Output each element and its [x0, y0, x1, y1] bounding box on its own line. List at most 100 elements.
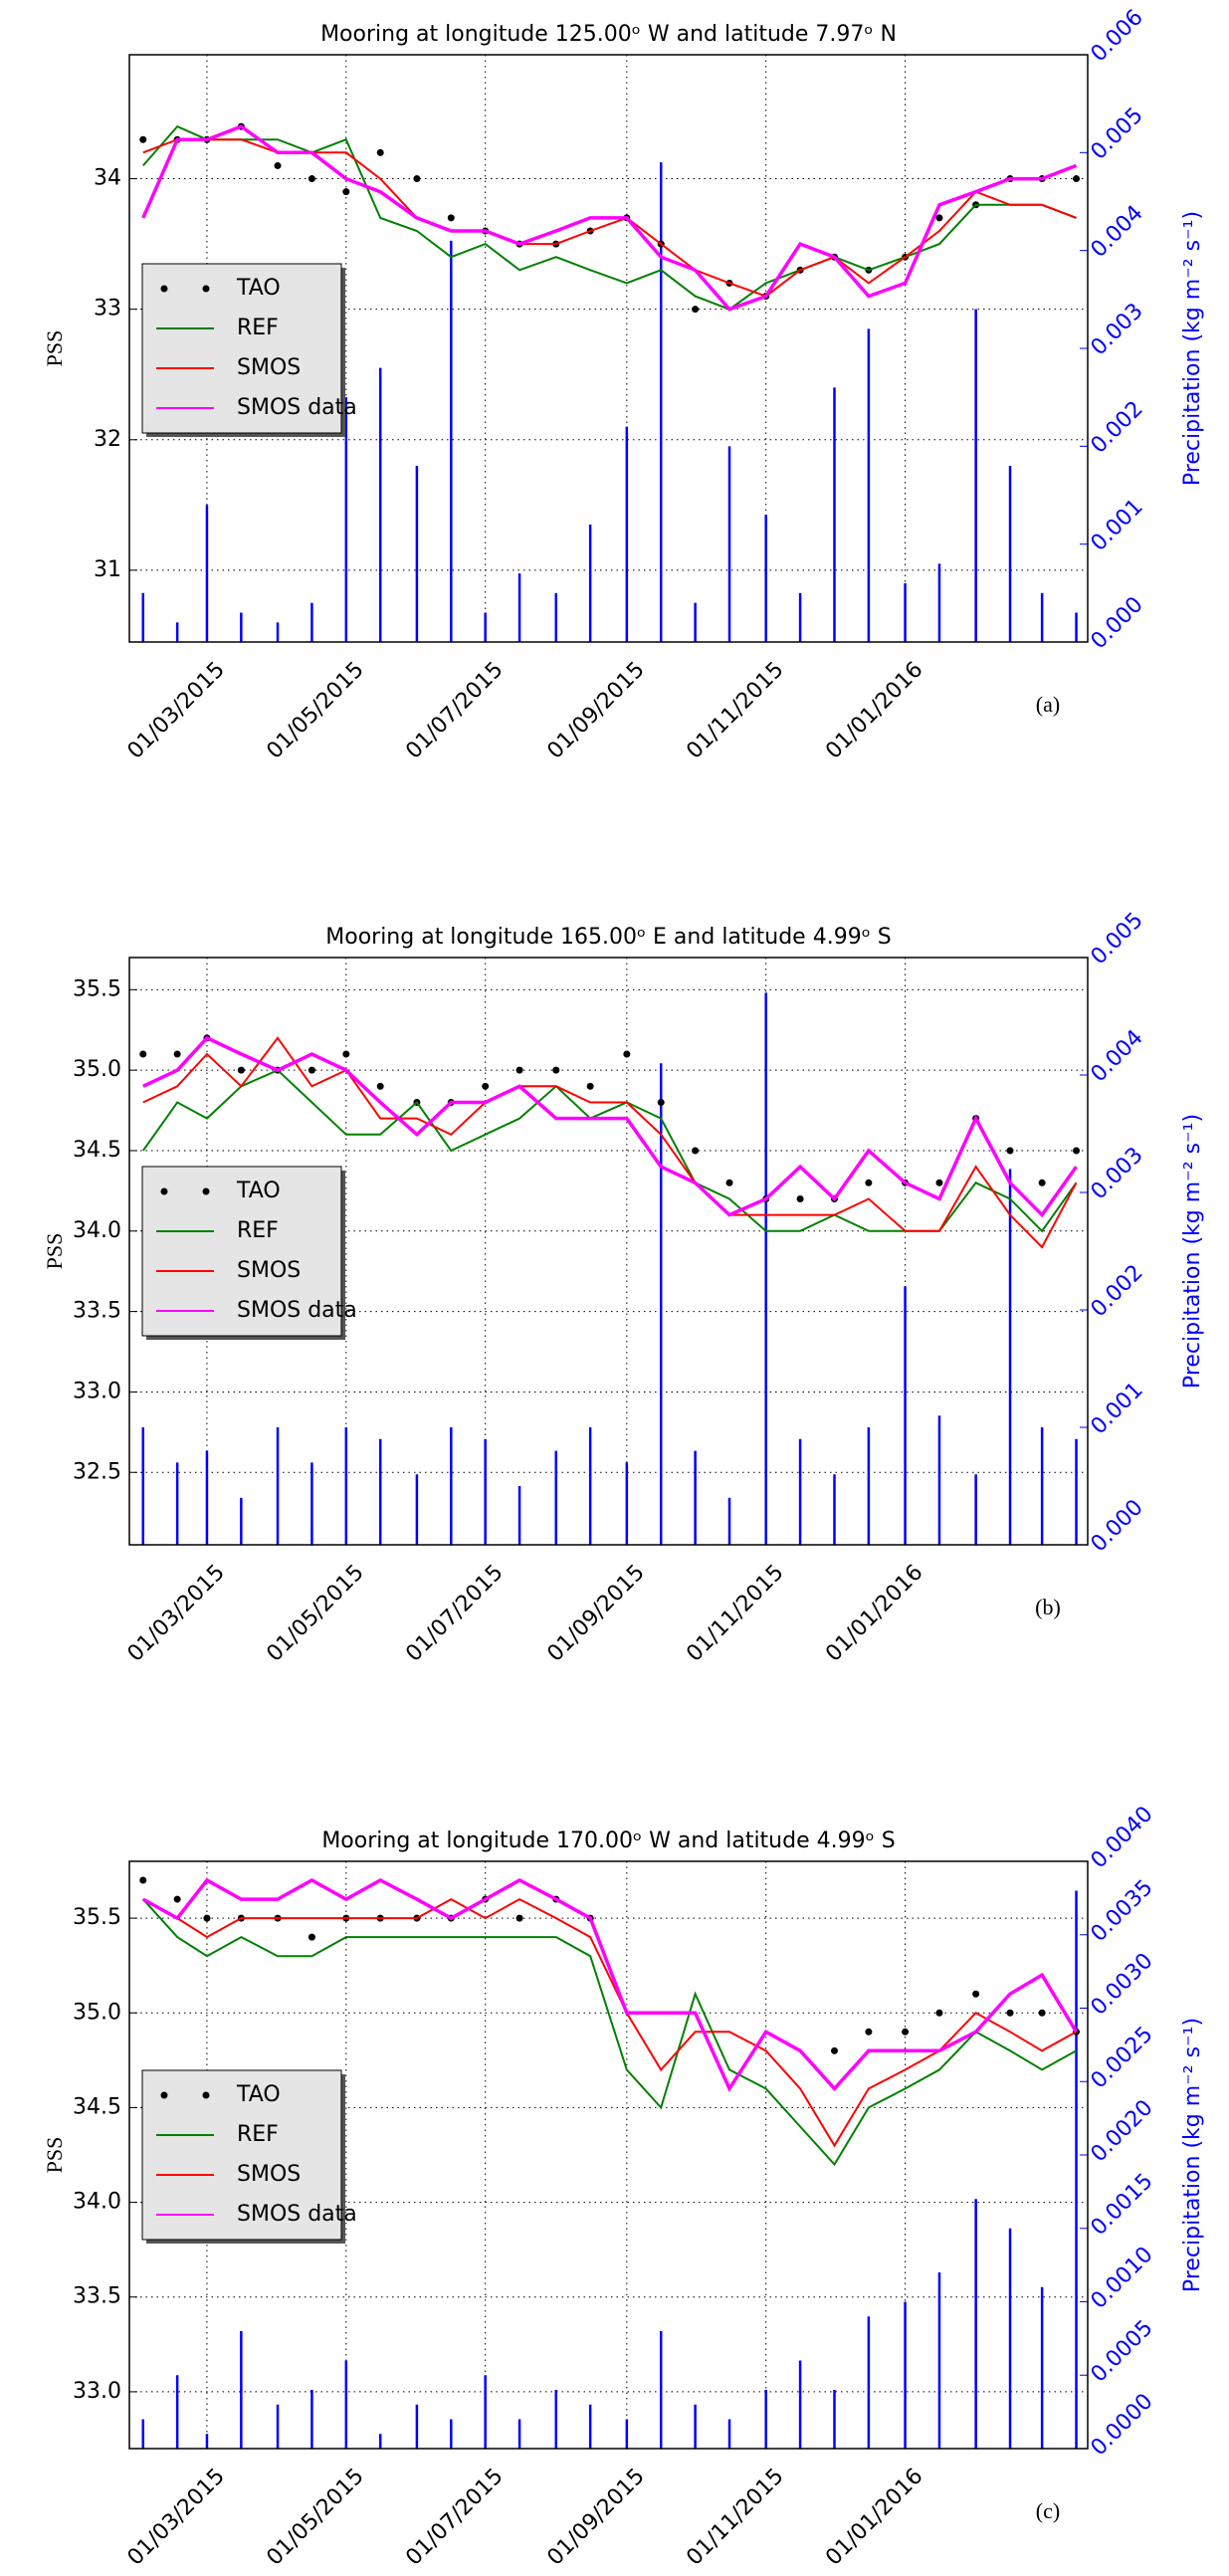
tao-point [830, 2046, 838, 2054]
chart-title: Mooring at longitude 165.00ᵒ E and latit… [325, 925, 892, 950]
panel-label: (c) [1036, 2498, 1060, 2523]
y-tick-label: 32 [94, 427, 121, 452]
legend-label: SMOS [237, 1258, 301, 1283]
y2-tick-label: 0.003 [1087, 299, 1148, 360]
x-tick-label: 01/09/2015 [542, 657, 649, 763]
y-tick-label: 33.5 [73, 1299, 121, 1324]
x-tick-label: 01/01/2016 [821, 657, 927, 763]
series-line [142, 1898, 1077, 2167]
tao-point [586, 1082, 594, 1090]
tao-point [692, 306, 700, 314]
legend-marker [202, 2091, 210, 2099]
legend-marker [202, 1187, 210, 1195]
y2-tick-label: 0.0015 [1087, 2169, 1158, 2241]
x-tick-label: 01/05/2015 [262, 657, 368, 763]
y-tick-label: 34.5 [73, 2094, 121, 2119]
tao-point [376, 148, 384, 156]
tao-point [173, 1895, 181, 1903]
x-tick-label: 01/07/2015 [401, 1560, 508, 1666]
series-line [141, 124, 1078, 312]
plot-area [139, 992, 1081, 1545]
legend-marker [160, 1187, 168, 1195]
tao-point [1073, 175, 1081, 183]
tao-point [865, 2028, 873, 2036]
series-line [142, 1035, 1078, 1218]
tao-point [1038, 1179, 1046, 1186]
legend-label: TAO [236, 2082, 281, 2107]
tao-point [1038, 2009, 1046, 2017]
y-tick-label: 33.5 [73, 2284, 121, 2309]
legend-box [141, 1166, 342, 1337]
y-tick-label: 32.5 [73, 1459, 121, 1484]
legend-label: SMOS data [237, 1298, 357, 1323]
y2-tick-label: 0.0035 [1087, 1875, 1158, 1947]
legend-marker [160, 285, 168, 293]
legend-label: TAO [236, 1179, 281, 1203]
y-tick-label: 34.0 [73, 1218, 121, 1243]
x-tick-label: 01/09/2015 [542, 1560, 649, 1666]
y2-tick-label: 0.000 [1087, 592, 1148, 654]
tao-point [482, 1082, 490, 1090]
tao-point [972, 1990, 980, 1998]
plot-area [139, 122, 1081, 642]
y-tick-label: 31 [94, 557, 121, 582]
y-tick-label: 33 [94, 297, 121, 322]
tao-point [139, 1050, 147, 1058]
plot-frame [128, 957, 1089, 1546]
plot-frame [128, 1860, 1089, 2450]
legend-label: SMOS data [237, 2202, 357, 2227]
y2-tick-label: 0.005 [1087, 103, 1148, 164]
y2-axis-label: Precipitation (kg m⁻² s⁻¹) [1180, 2018, 1205, 2292]
y-tick-label: 34.0 [73, 2190, 121, 2215]
tao-point [935, 214, 943, 222]
tao-point [515, 1066, 523, 1074]
x-tick-label: 01/01/2016 [821, 1560, 927, 1666]
legend-label: REF [237, 316, 279, 340]
x-tick-label: 01/03/2015 [123, 657, 230, 763]
y2-tick-label: 0.004 [1087, 1025, 1148, 1087]
y2-axis-label: Precipitation (kg m⁻² s⁻¹) [1180, 1114, 1205, 1389]
x-tick-label: 01/09/2015 [542, 2464, 649, 2570]
x-tick-label: 01/03/2015 [123, 1560, 230, 1666]
y-tick-label: 35.0 [73, 1057, 121, 1082]
y2-tick-label: 0.0005 [1087, 2315, 1158, 2387]
y2-tick-label: 0.0000 [1087, 2389, 1158, 2461]
y-tick-label: 33.0 [73, 2379, 121, 2404]
legend-label: REF [237, 2122, 279, 2147]
y2-tick-label: 0.0020 [1087, 2095, 1158, 2167]
legend-marker [160, 2091, 168, 2099]
tao-point [307, 1066, 315, 1074]
y-tick-label: 34 [94, 166, 121, 191]
chart-title: Mooring at longitude 170.00ᵒ W and latit… [321, 1828, 895, 1853]
tao-point [342, 1050, 350, 1058]
tao-point [935, 2009, 943, 2017]
tao-point [657, 1098, 665, 1106]
tao-point [139, 135, 147, 143]
tao-point [935, 1179, 943, 1186]
legend-label: SMOS [237, 2162, 301, 2187]
y2-axis-label: Precipitation (kg m⁻² s⁻¹) [1180, 211, 1205, 486]
series-line [142, 1897, 1077, 2148]
y2-tick-label: 0.0030 [1087, 1949, 1158, 2021]
tao-point [376, 1082, 384, 1090]
x-tick-label: 01/01/2016 [821, 2464, 927, 2570]
y2-tick-label: 0.0025 [1087, 2022, 1158, 2093]
tao-point [173, 1050, 181, 1058]
tao-point [447, 214, 455, 222]
y-axis-label: PSS [42, 2137, 67, 2174]
panel-label: (a) [1036, 692, 1060, 717]
y-tick-label: 35.0 [73, 2000, 121, 2025]
x-tick-label: 01/11/2015 [682, 657, 788, 763]
tao-point [1073, 1147, 1081, 1155]
x-tick-label: 01/03/2015 [123, 2464, 230, 2570]
x-tick-label: 01/07/2015 [401, 2464, 508, 2570]
legend-box [141, 263, 342, 434]
y2-tick-label: 0.002 [1087, 1260, 1148, 1322]
tao-point [865, 1179, 873, 1186]
x-tick-label: 01/05/2015 [262, 1560, 368, 1666]
y-tick-label: 35.5 [73, 1905, 121, 1930]
y-tick-label: 35.5 [73, 976, 121, 1001]
x-tick-label: 01/11/2015 [682, 2464, 788, 2570]
plot-frame [128, 54, 1089, 643]
